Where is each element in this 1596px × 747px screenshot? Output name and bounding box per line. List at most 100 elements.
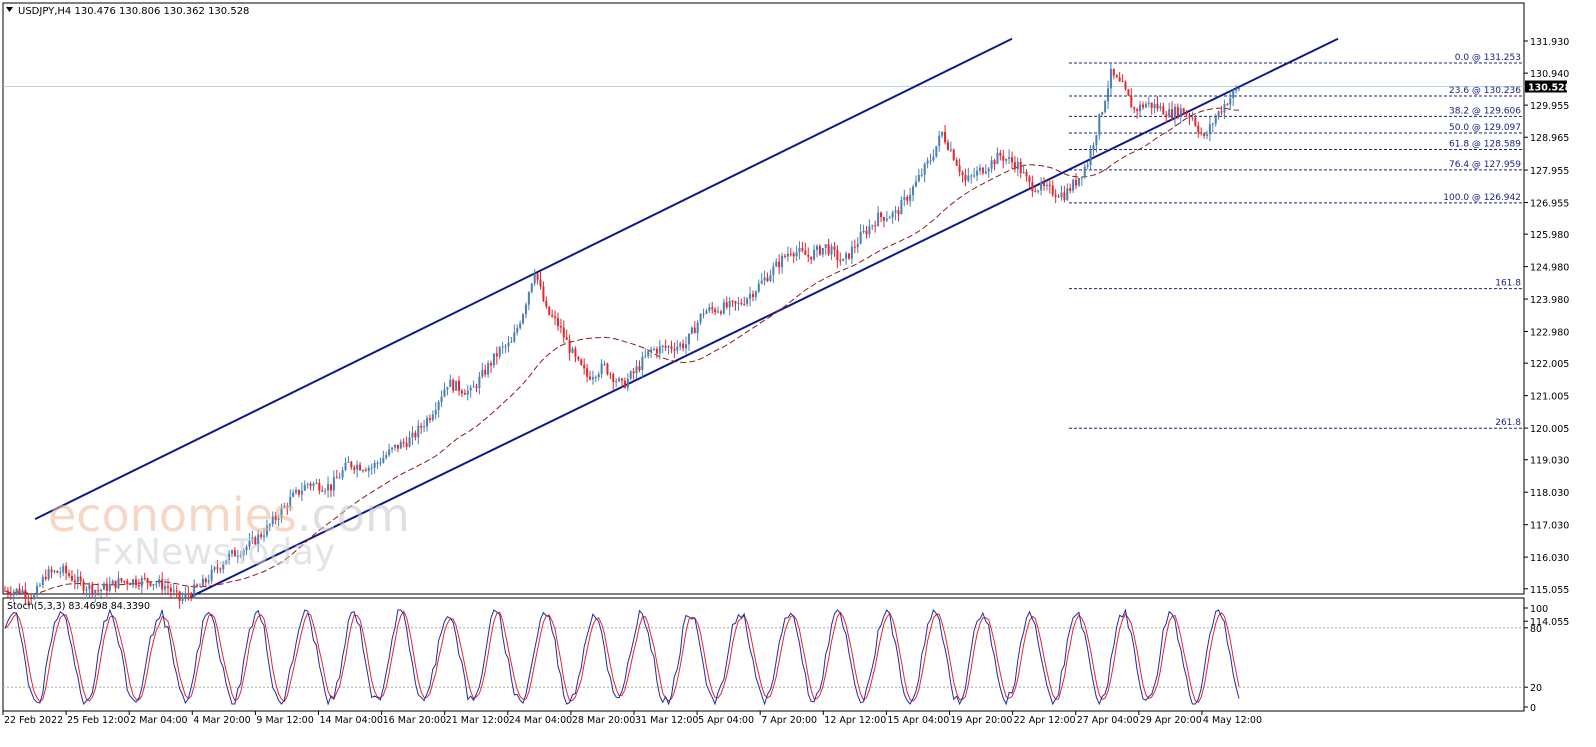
candle-body bbox=[33, 595, 36, 599]
candle-body bbox=[6, 590, 9, 594]
candle-body bbox=[687, 333, 690, 345]
candle-body bbox=[1211, 123, 1214, 125]
candle-body bbox=[786, 253, 789, 257]
candle-body bbox=[984, 171, 987, 174]
candle-body bbox=[1229, 98, 1232, 105]
candle-body bbox=[420, 425, 423, 428]
price-tick-label: 130.940 bbox=[1530, 69, 1569, 80]
time-tick-label: 22 Feb 2022 bbox=[4, 715, 63, 726]
candle-body bbox=[1034, 191, 1037, 193]
candle-body bbox=[385, 455, 388, 458]
candle-body bbox=[70, 575, 73, 581]
candle-body bbox=[36, 585, 39, 596]
stoch-pane-border bbox=[2, 597, 1525, 712]
candle-body bbox=[990, 160, 993, 169]
candle-body bbox=[548, 306, 551, 315]
candle-body bbox=[722, 302, 725, 314]
candle-body bbox=[993, 160, 996, 165]
candle-body bbox=[370, 467, 373, 469]
candle-body bbox=[434, 410, 437, 415]
candle-body bbox=[880, 212, 883, 218]
candle-body bbox=[513, 332, 516, 342]
fib-level-label: 23.6 @ 130.236 bbox=[1449, 86, 1521, 96]
candle-body bbox=[341, 470, 344, 478]
candle-body bbox=[263, 535, 266, 537]
candle-body bbox=[1200, 132, 1203, 134]
candle-body bbox=[935, 146, 938, 157]
candle-body bbox=[108, 583, 111, 591]
candle-body bbox=[1156, 103, 1159, 109]
candle-body bbox=[1226, 104, 1229, 106]
candle-body bbox=[126, 580, 129, 584]
candle-body bbox=[664, 346, 667, 348]
candle-body bbox=[749, 293, 752, 299]
candle-body bbox=[877, 212, 880, 227]
candle-body bbox=[815, 246, 818, 250]
candle-body bbox=[431, 414, 434, 420]
candle-body bbox=[510, 341, 513, 343]
candle-body bbox=[897, 210, 900, 215]
candle-body bbox=[178, 591, 181, 601]
candle-body bbox=[1141, 104, 1144, 108]
candle-body bbox=[1008, 157, 1011, 160]
candle-body bbox=[242, 550, 245, 556]
candle-body bbox=[958, 165, 961, 173]
candle-body bbox=[746, 298, 749, 305]
candle-body bbox=[929, 160, 932, 162]
candle-body bbox=[158, 579, 161, 584]
fib-level-label: 61.8 @ 128.589 bbox=[1449, 139, 1521, 149]
candle-body bbox=[795, 252, 798, 257]
candle-body bbox=[347, 461, 350, 463]
time-tick-label: 21 Mar 12:00 bbox=[446, 715, 509, 726]
candle-body bbox=[562, 327, 565, 338]
time-tick-label: 24 Mar 04:00 bbox=[509, 715, 572, 726]
price-tick-label: 129.955 bbox=[1530, 101, 1569, 112]
candle-body bbox=[580, 359, 583, 365]
candle-body bbox=[85, 589, 88, 591]
candle-body bbox=[114, 580, 117, 588]
candle-body bbox=[865, 230, 868, 235]
candle-body bbox=[824, 244, 827, 248]
price-tick-label: 122.005 bbox=[1530, 359, 1569, 370]
candle-body bbox=[769, 275, 772, 282]
candle-body bbox=[1133, 107, 1136, 110]
fib-level-label: 0.0 @ 131.253 bbox=[1455, 53, 1521, 63]
candle-body bbox=[344, 462, 347, 471]
candle-body bbox=[47, 569, 50, 580]
channel-lower-line bbox=[189, 37, 1339, 598]
price-tick-label: 127.955 bbox=[1530, 166, 1569, 177]
candle-body bbox=[306, 483, 309, 485]
candle-body bbox=[1031, 182, 1034, 192]
candle-body bbox=[699, 313, 702, 323]
candle-body bbox=[82, 581, 85, 591]
candle-body bbox=[495, 353, 498, 357]
candle-body bbox=[728, 300, 731, 308]
candle-body bbox=[59, 572, 62, 574]
candle-body bbox=[245, 546, 248, 551]
candle-body bbox=[894, 210, 897, 213]
candle-body bbox=[859, 231, 862, 244]
candle-body bbox=[885, 218, 888, 221]
candle-body bbox=[309, 483, 312, 487]
candle-body bbox=[926, 160, 929, 164]
candle-body bbox=[976, 170, 979, 176]
candle-body bbox=[198, 585, 201, 587]
price-tick-label: 121.005 bbox=[1530, 392, 1569, 403]
candle-body bbox=[1150, 102, 1153, 108]
candle-body bbox=[376, 462, 379, 464]
price-tick-label: 125.980 bbox=[1530, 230, 1569, 241]
candle-body bbox=[615, 381, 618, 383]
candle-body bbox=[658, 346, 661, 354]
candle-body bbox=[254, 537, 257, 545]
candle-body bbox=[914, 181, 917, 187]
candle-body bbox=[484, 369, 487, 375]
candle-body bbox=[283, 505, 286, 508]
candle-body bbox=[216, 567, 219, 569]
candle-body bbox=[315, 482, 318, 484]
candle-body bbox=[583, 364, 586, 369]
candle-body bbox=[1136, 109, 1139, 112]
candle-body bbox=[734, 301, 737, 304]
candle-body bbox=[821, 247, 824, 255]
